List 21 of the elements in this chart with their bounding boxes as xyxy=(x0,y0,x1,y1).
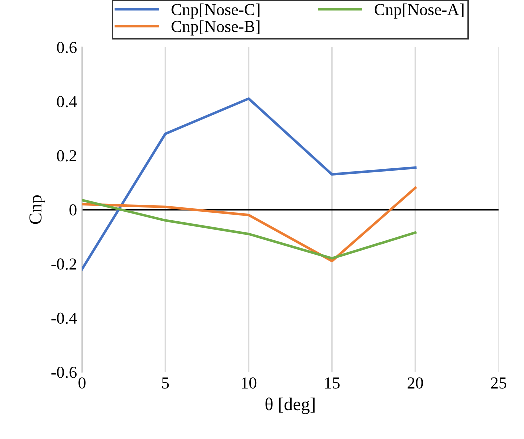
line-series xyxy=(82,98,417,271)
x-tick-label: 15 xyxy=(325,378,340,389)
x-tick-label: 25 xyxy=(491,378,507,389)
line-series xyxy=(82,186,417,263)
x-axis-title: θ [deg] xyxy=(266,398,315,414)
y-tick-label: 0.6 xyxy=(57,42,77,54)
legend-label: Cnp[Nose-B] xyxy=(172,20,260,36)
x-tick-label: 10 xyxy=(242,378,257,389)
x-tick-label: 5 xyxy=(162,378,170,389)
y-tick-label: 0 xyxy=(70,204,77,216)
x-tick-label: 20 xyxy=(408,378,424,389)
y-tick-label: -0.2 xyxy=(52,258,76,270)
y-tick-label: 0.2 xyxy=(57,150,76,162)
y-tick-label: -0.4 xyxy=(52,312,78,324)
y-axis-title: Cnp xyxy=(30,196,46,224)
y-tick-label: -0.6 xyxy=(52,366,77,378)
line-series xyxy=(82,199,417,260)
x-tick-label: 0 xyxy=(78,378,86,389)
legend-label: Cnp[Nose-A] xyxy=(374,4,464,19)
legend-label: Cnp[Nose-C] xyxy=(172,4,260,19)
y-tick-label: 0.4 xyxy=(57,96,78,108)
